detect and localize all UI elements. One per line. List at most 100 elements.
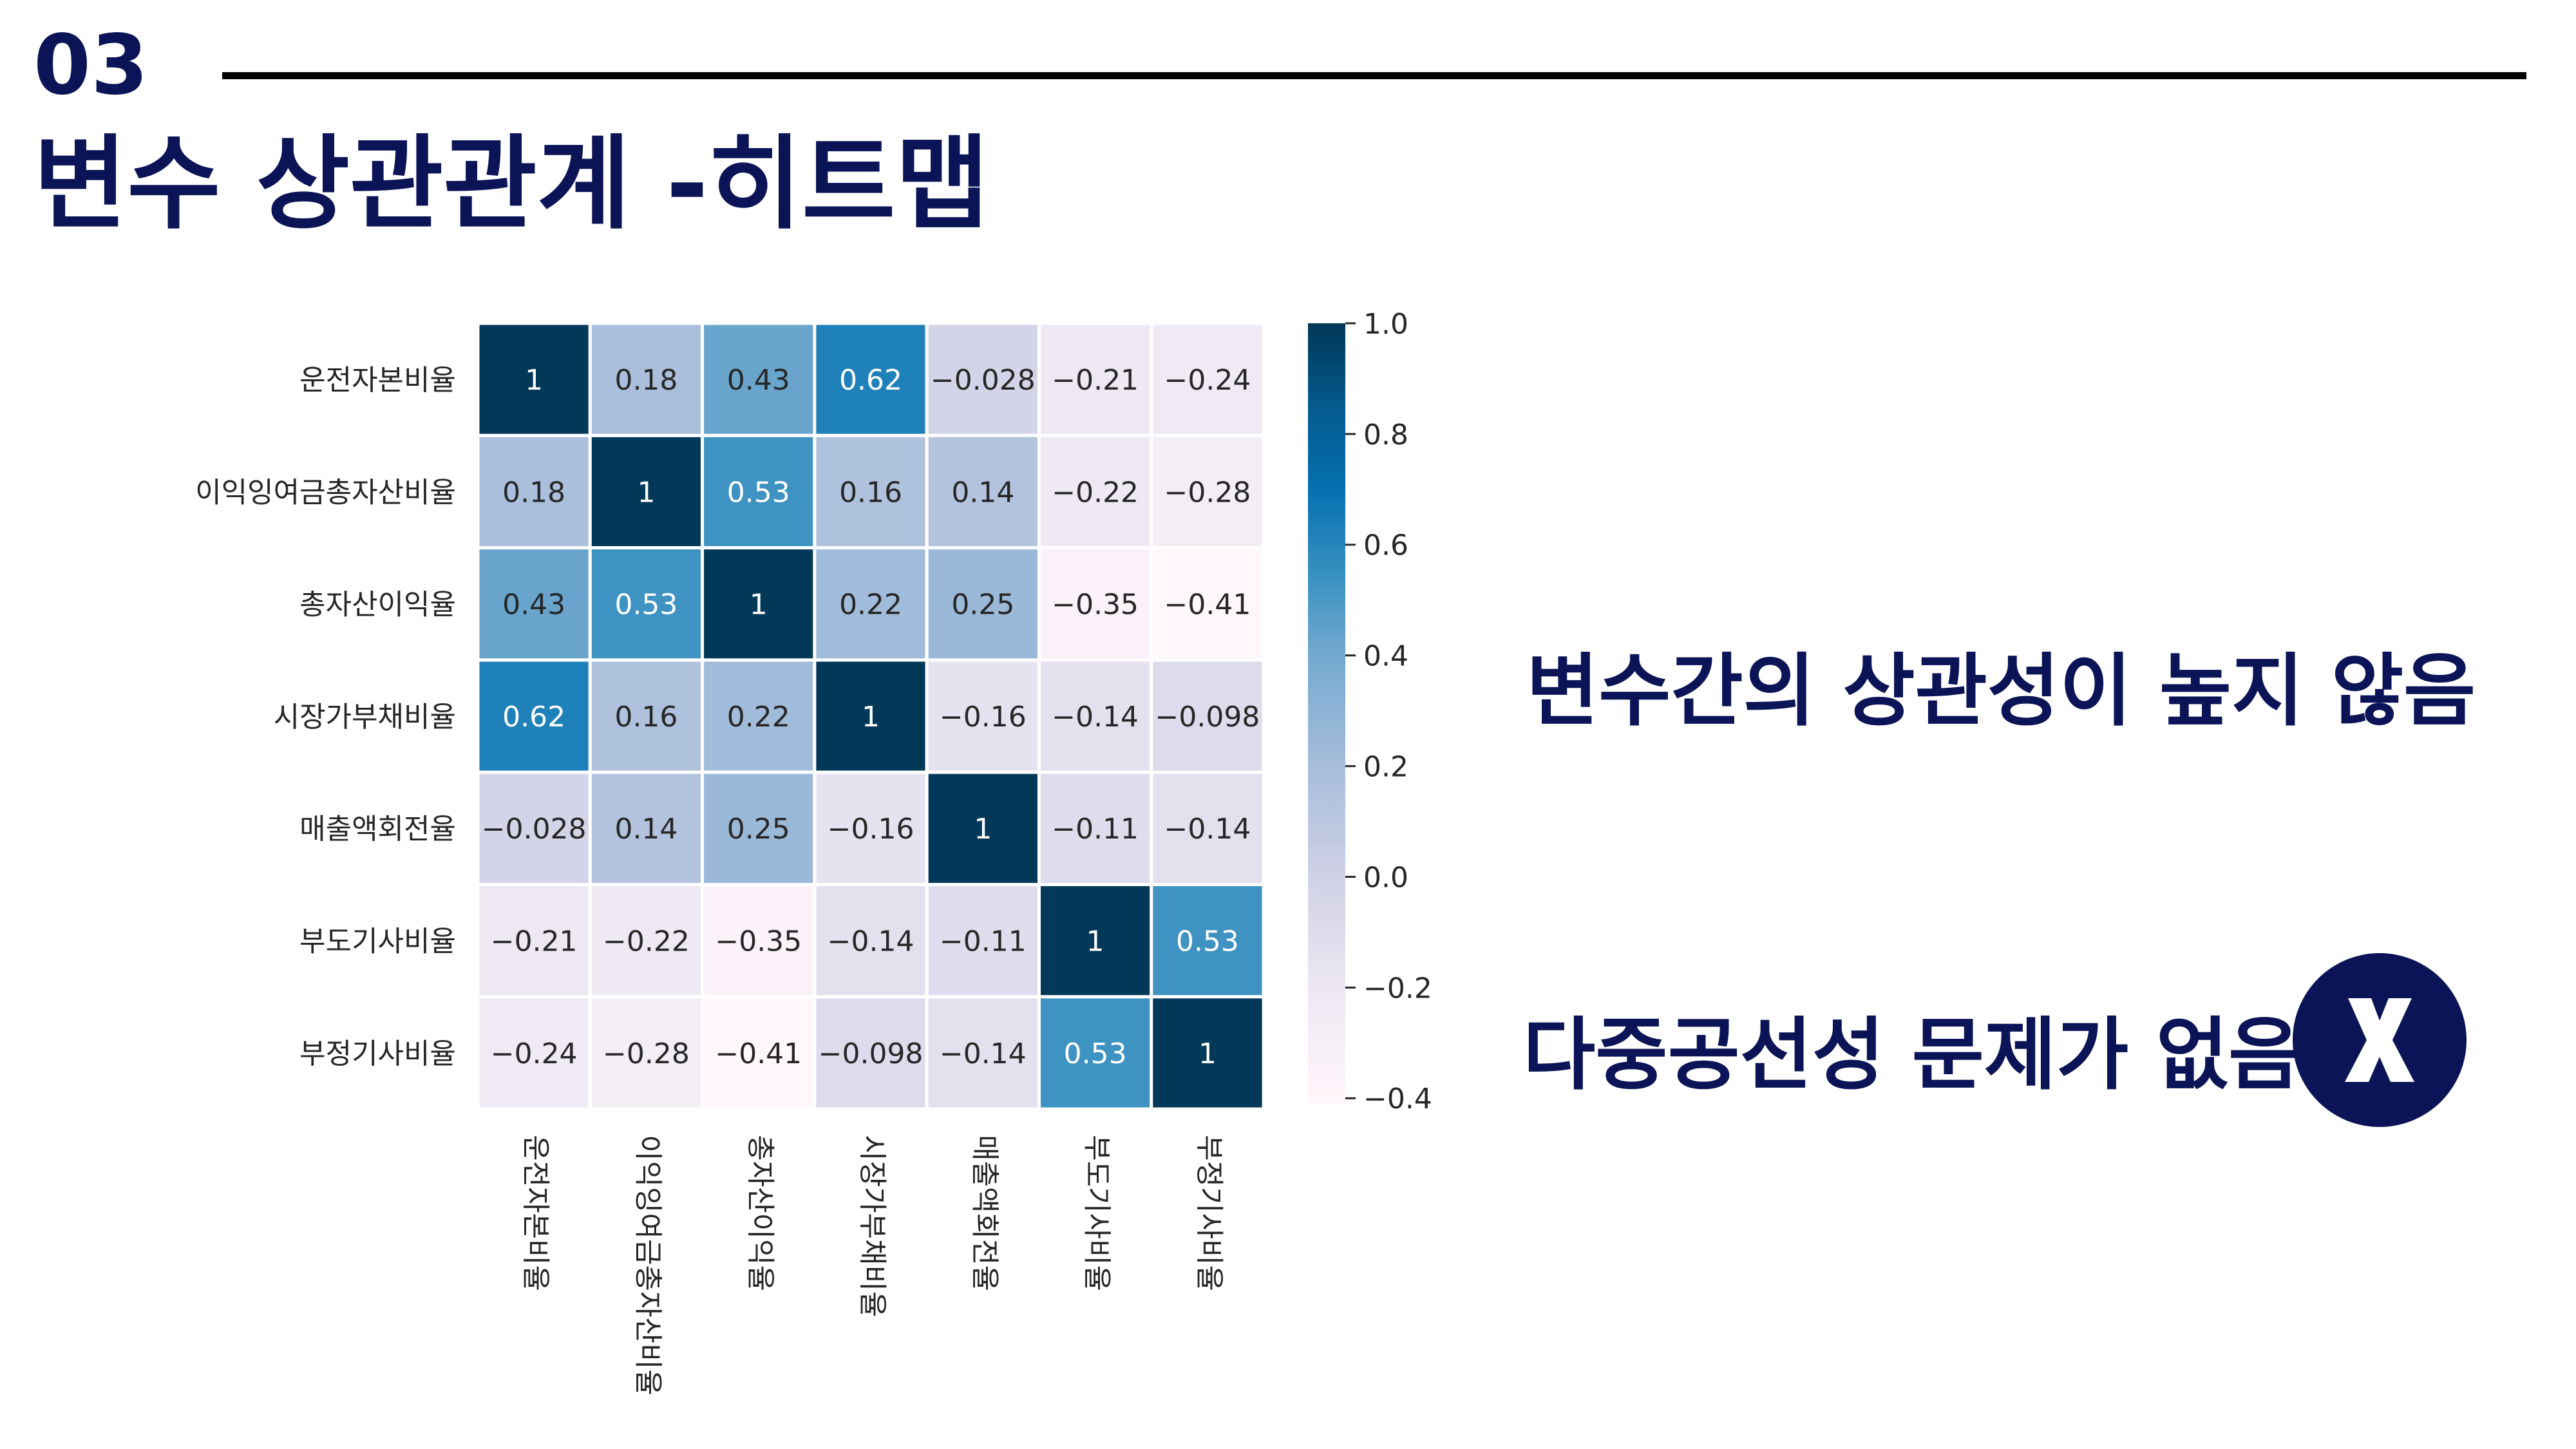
cell-value-label: −0.028 [931, 364, 1036, 397]
cell-value-label: −0.11 [1052, 813, 1139, 846]
y-axis-label: 부정기사비율 [299, 1037, 456, 1070]
colorbar-tick-label: 1.0 [1363, 308, 1408, 341]
cell-value-label: 0.18 [614, 364, 677, 397]
cell-value-label: 0.53 [1176, 925, 1239, 958]
colorbar-tick-label: −0.4 [1363, 1083, 1432, 1115]
cell-value-label: 1 [862, 701, 880, 734]
cell-value-label: −0.41 [1164, 589, 1251, 621]
cell-value-label: −0.21 [1052, 364, 1139, 397]
x-mark-badge [2293, 953, 2467, 1127]
cell-value-label: 1 [750, 589, 768, 621]
y-axis-label: 부도기사비율 [299, 925, 456, 958]
y-axis-label: 이익잉여금총자산비율 [195, 476, 456, 509]
cell-value-label: −0.28 [603, 1037, 690, 1070]
cell-value-label: −0.14 [828, 925, 914, 958]
cell-value-label: −0.098 [819, 1037, 923, 1070]
cell-value-label: 1 [1198, 1037, 1217, 1070]
heatmap-cell [925, 546, 1041, 662]
cell-value-label: 0.22 [839, 589, 902, 621]
heatmap-cell [1150, 658, 1265, 774]
heatmap-cell [925, 658, 1041, 774]
cell-value-label: −0.28 [1164, 476, 1251, 509]
x-axis-label: 운전자본비율 [519, 1135, 552, 1291]
cell-value-label: 1 [974, 813, 992, 846]
cell-value-label: 0.22 [727, 701, 790, 734]
x-axis-label: 시장가부채비율 [856, 1135, 889, 1317]
cell-value-label: 0.43 [502, 589, 565, 621]
y-axis-label: 매출액회전율 [299, 813, 456, 846]
header-divider [222, 72, 2526, 79]
heatmap-cell [1150, 546, 1265, 662]
cell-value-label: −0.41 [715, 1037, 802, 1070]
page-title: 변수 상관관계 -히트맵 [33, 125, 989, 243]
heatmap-cell [925, 883, 1041, 999]
x-mark-icon [2345, 998, 2414, 1082]
heatmap-cell [701, 995, 817, 1111]
heatmap-cell [1150, 995, 1265, 1111]
cell-value-label: 0.43 [727, 364, 790, 397]
cell-value-label: −0.14 [1164, 813, 1251, 846]
y-axis-label: 총자산이익율 [299, 589, 456, 621]
y-axis-label: 운전자본비율 [299, 364, 456, 397]
cell-value-label: 1 [1086, 925, 1104, 958]
cell-value-label: 0.62 [502, 701, 565, 734]
cell-value-label: −0.16 [940, 701, 1027, 734]
cell-value-label: −0.16 [828, 813, 914, 846]
x-axis-label: 매출액회전율 [968, 1135, 1001, 1291]
heatmap-cell [1150, 770, 1265, 886]
heatmap-cell [813, 883, 929, 999]
cell-value-label: −0.14 [1052, 701, 1139, 734]
cell-value-label: −0.11 [940, 925, 1027, 958]
y-axis-label: 시장가부채비율 [274, 701, 456, 734]
heatmap-cell [588, 770, 705, 886]
colorbar-tick-label: 0.2 [1363, 750, 1408, 783]
heatmap-cell [1037, 433, 1153, 550]
heatmap-cell [588, 546, 705, 662]
heatmap-cell [1150, 883, 1265, 999]
cell-value-label: 0.53 [727, 476, 790, 509]
cell-value-label: 0.25 [727, 813, 790, 846]
heatmap-cell [588, 995, 705, 1111]
cell-value-label: −0.24 [1164, 364, 1251, 397]
conclusion-no-multicollinearity: 다중공선성 문제가 없음 [1523, 1009, 2301, 1101]
x-axis-label: 이익잉여금총자산비율 [631, 1135, 664, 1396]
heatmap-cell [813, 433, 929, 550]
x-axis-label: 부도기사비율 [1081, 1135, 1113, 1291]
cell-value-label: −0.028 [482, 813, 587, 846]
cell-value-label: 1 [637, 476, 655, 509]
heatmap-cell [1037, 321, 1153, 437]
heatmap-cell [701, 433, 817, 550]
heatmap-cell [1037, 546, 1153, 662]
cell-value-label: 0.18 [502, 476, 565, 509]
cell-value-label: 0.16 [839, 476, 902, 509]
heatmap-cell [1037, 770, 1153, 886]
cell-value-label: −0.22 [1052, 476, 1139, 509]
x-axis-label: 부정기사비율 [1193, 1135, 1226, 1291]
heatmap-cell [476, 770, 592, 886]
colorbar-tick-label: 0.0 [1363, 861, 1408, 894]
cell-value-label: −0.35 [1052, 589, 1139, 621]
correlation-heatmap: 1 0.18 0.43 0.62 −0.028 −0.21 −0.240.18 1 0.53 0.… [195, 308, 1432, 1396]
cell-value-label: −0.35 [715, 925, 802, 958]
section-number: 03 [33, 17, 149, 113]
cell-value-label: −0.24 [491, 1037, 578, 1070]
cell-value-label: 0.16 [614, 701, 677, 734]
heatmap-cell [1150, 433, 1265, 550]
heatmap-cell [476, 658, 592, 774]
heatmap-cell [588, 321, 705, 437]
heatmap-cell [476, 995, 592, 1111]
cell-value-label: −0.14 [940, 1037, 1027, 1070]
heatmap-cell [588, 658, 705, 774]
cell-value-label: 0.62 [839, 364, 902, 397]
colorbar-tick-label: −0.2 [1363, 972, 1432, 1005]
conclusion-low-correlation: 변수간의 상관성이 높지 않음 [1526, 645, 2476, 737]
heatmap-cell [588, 883, 705, 999]
x-axis-label: 총자산이익율 [744, 1135, 777, 1291]
cell-value-label: 0.14 [614, 813, 677, 846]
heatmap-cell [925, 321, 1041, 437]
colorbar-tick-label: 0.6 [1363, 529, 1408, 562]
heatmap-cell [813, 658, 929, 774]
colorbar [1308, 323, 1345, 1104]
colorbar-tick-label: 0.4 [1363, 640, 1408, 673]
cell-value-label: 0.14 [951, 476, 1014, 509]
